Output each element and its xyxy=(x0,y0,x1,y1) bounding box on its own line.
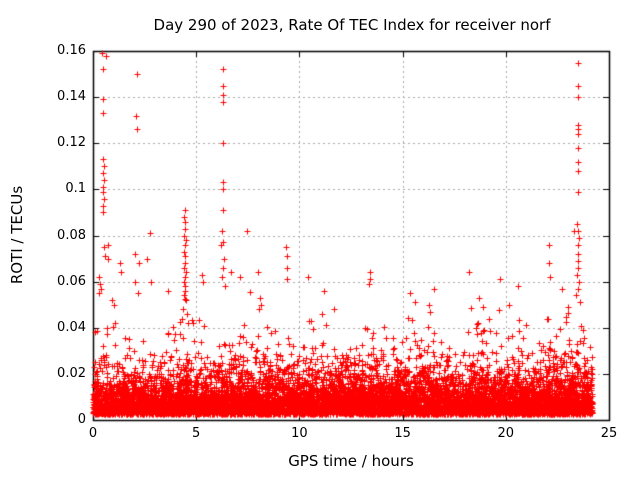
x-tick-label: 20 xyxy=(497,426,515,441)
y-tick-label: 0 xyxy=(77,412,86,427)
y-tick-label: 0.02 xyxy=(57,365,86,381)
y-tick-label: 0.06 xyxy=(57,273,86,289)
y-tick-label: 0.12 xyxy=(57,135,86,151)
y-tick-label: 0.04 xyxy=(57,319,86,335)
y-tick-label: 0.16 xyxy=(57,43,86,58)
y-tick-label: 0.08 xyxy=(57,227,86,243)
x-tick-label: 0 xyxy=(88,426,98,441)
x-tick-label: 5 xyxy=(192,426,201,441)
y-tick-label: 0.14 xyxy=(57,89,86,105)
x-tick-label: 25 xyxy=(600,426,618,441)
x-tick-label: 15 xyxy=(394,426,411,441)
x-tick-label: 10 xyxy=(291,426,308,441)
y-tick-label: 0.1 xyxy=(65,181,86,197)
